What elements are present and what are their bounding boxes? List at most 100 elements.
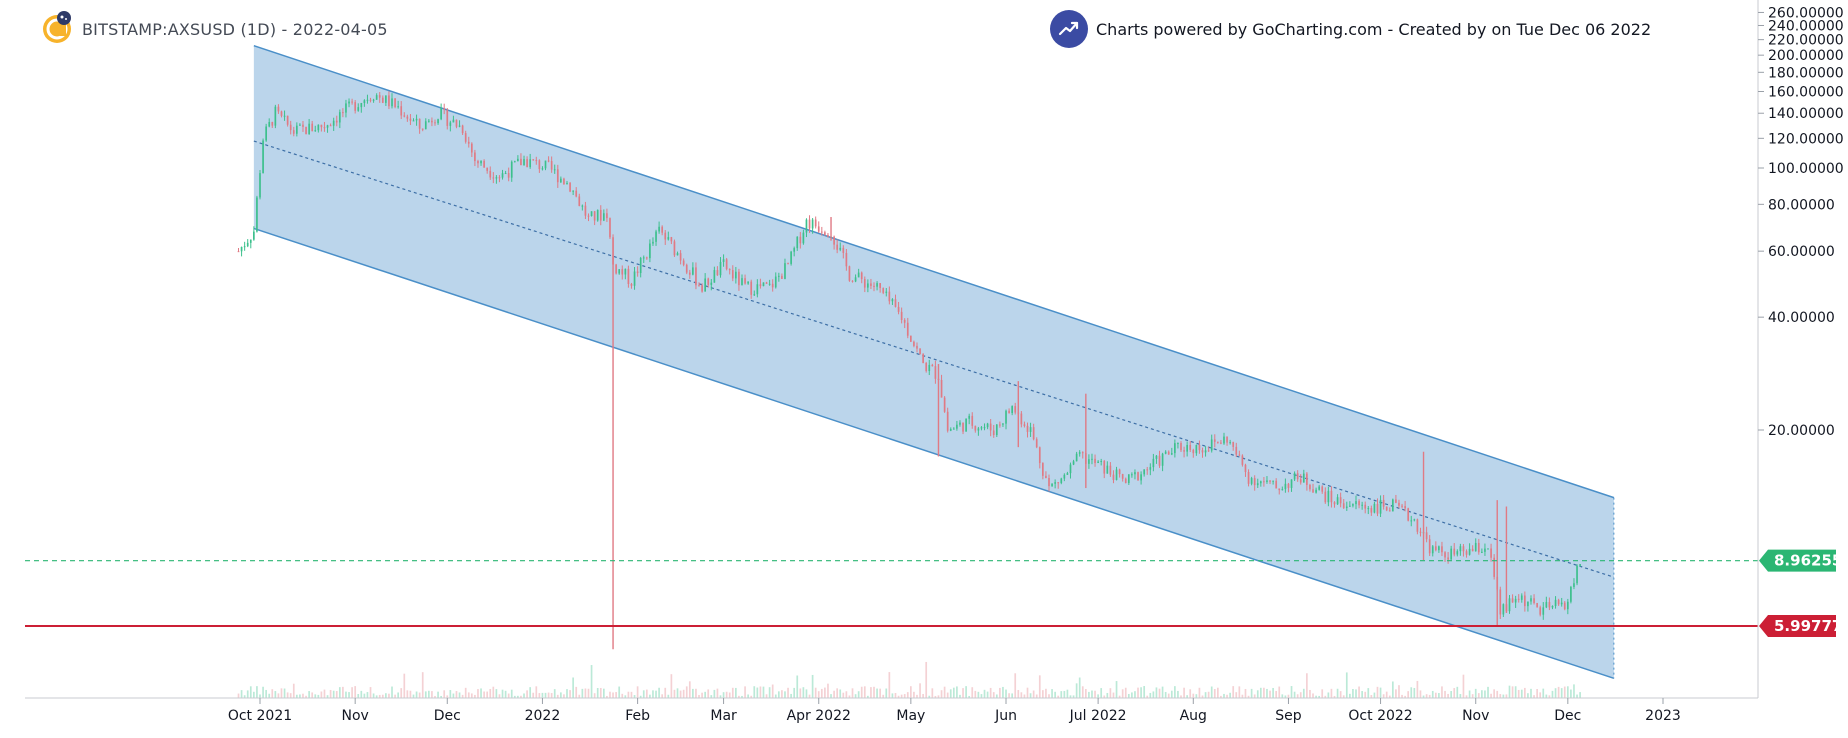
candle-body[interactable] xyxy=(1401,505,1403,507)
candle-body[interactable] xyxy=(369,99,372,101)
candle-body[interactable] xyxy=(1299,479,1302,483)
candle-body[interactable] xyxy=(1229,442,1231,444)
candle-body[interactable] xyxy=(747,281,749,284)
candle-body[interactable] xyxy=(1318,486,1321,490)
candle-body[interactable] xyxy=(839,247,842,250)
candle-body[interactable] xyxy=(1032,427,1035,440)
candle-body[interactable] xyxy=(1002,423,1004,425)
candle-body[interactable] xyxy=(553,169,556,171)
candle-body[interactable] xyxy=(612,237,614,265)
candle-body[interactable] xyxy=(418,118,421,129)
candle-body[interactable] xyxy=(1014,406,1017,413)
candle-body[interactable] xyxy=(1005,410,1007,424)
candle-body[interactable] xyxy=(1127,474,1130,484)
candle-body[interactable] xyxy=(873,285,875,287)
candle-body[interactable] xyxy=(1342,503,1345,508)
candle-body[interactable] xyxy=(707,278,710,285)
candle-body[interactable] xyxy=(541,168,544,170)
candle-body[interactable] xyxy=(1174,443,1176,454)
candle-body[interactable] xyxy=(1385,506,1388,511)
candle-body[interactable] xyxy=(295,125,298,134)
candle-body[interactable] xyxy=(397,106,399,108)
candle-body[interactable] xyxy=(649,243,651,259)
candle-body[interactable] xyxy=(1545,602,1548,608)
candle-body[interactable] xyxy=(262,140,264,174)
candle-body[interactable] xyxy=(762,282,765,287)
candle-body[interactable] xyxy=(1026,425,1029,432)
candle-body[interactable] xyxy=(735,271,737,279)
candle-body[interactable] xyxy=(1481,551,1483,553)
candle-body[interactable] xyxy=(513,161,516,163)
candle-body[interactable] xyxy=(882,288,885,293)
candle-body[interactable] xyxy=(1391,499,1394,512)
candle-body[interactable] xyxy=(1189,444,1192,450)
candle-body[interactable] xyxy=(802,232,805,244)
candle-body[interactable] xyxy=(805,219,808,233)
candle-body[interactable] xyxy=(283,115,286,117)
candle-body[interactable] xyxy=(799,236,802,244)
candle-body[interactable] xyxy=(1296,473,1299,480)
candle-body[interactable] xyxy=(1324,491,1327,503)
candle-body[interactable] xyxy=(428,120,430,122)
candle-body[interactable] xyxy=(1051,483,1053,487)
candle-body[interactable] xyxy=(1551,605,1554,608)
candle-body[interactable] xyxy=(1201,450,1204,453)
candle-body[interactable] xyxy=(722,259,725,262)
candle-body[interactable] xyxy=(464,133,467,142)
candle-body[interactable] xyxy=(311,123,314,132)
candle-body[interactable] xyxy=(1011,406,1013,414)
candle-body[interactable] xyxy=(590,211,593,217)
candle-body[interactable] xyxy=(808,219,811,229)
candle-body[interactable] xyxy=(682,260,685,265)
candle-body[interactable] xyxy=(787,263,789,265)
candle-body[interactable] xyxy=(1167,451,1170,455)
candle-body[interactable] xyxy=(636,271,639,274)
candle-body[interactable] xyxy=(249,239,252,243)
candle-body[interactable] xyxy=(1477,542,1480,553)
candle-body[interactable] xyxy=(243,246,246,248)
candle-body[interactable] xyxy=(256,197,258,232)
candle-body[interactable] xyxy=(1281,489,1284,491)
candle-body[interactable] xyxy=(1554,599,1557,606)
candle-body[interactable] xyxy=(1431,546,1434,554)
candle-body[interactable] xyxy=(1465,551,1468,555)
candle-body[interactable] xyxy=(1293,473,1296,480)
candle-body[interactable] xyxy=(1275,480,1278,489)
candle-body[interactable] xyxy=(906,322,909,336)
candle-body[interactable] xyxy=(728,269,731,271)
candle-body[interactable] xyxy=(867,283,869,288)
candle-body[interactable] xyxy=(1161,453,1164,466)
candle-body[interactable] xyxy=(1066,473,1069,475)
candle-body[interactable] xyxy=(421,128,424,130)
candle-body[interactable] xyxy=(919,348,921,355)
candle-body[interactable] xyxy=(596,209,599,221)
candle-body[interactable] xyxy=(480,160,482,164)
candle-body[interactable] xyxy=(406,116,409,119)
candle-body[interactable] xyxy=(685,264,688,273)
candle-body[interactable] xyxy=(1075,453,1078,462)
candle-body[interactable] xyxy=(1091,458,1093,460)
candle-body[interactable] xyxy=(1198,444,1201,451)
candle-body[interactable] xyxy=(274,106,277,126)
candle-body[interactable] xyxy=(489,170,492,178)
candle-body[interactable] xyxy=(1395,499,1397,503)
candle-body[interactable] xyxy=(326,125,329,128)
candle-body[interactable] xyxy=(1235,446,1238,455)
candle-body[interactable] xyxy=(1404,506,1406,509)
candle-body[interactable] xyxy=(670,237,673,242)
candle-body[interactable] xyxy=(1352,504,1354,506)
candle-body[interactable] xyxy=(305,126,307,135)
candle-body[interactable] xyxy=(652,241,654,244)
candle-body[interactable] xyxy=(1259,481,1262,484)
candle-body[interactable] xyxy=(774,276,777,288)
candle-body[interactable] xyxy=(704,278,706,292)
candle-body[interactable] xyxy=(443,108,446,110)
candle-body[interactable] xyxy=(467,141,470,144)
candle-body[interactable] xyxy=(366,99,369,101)
candle-body[interactable] xyxy=(292,130,295,134)
candle-body[interactable] xyxy=(532,159,535,161)
candle-body[interactable] xyxy=(989,423,992,431)
candle-body[interactable] xyxy=(974,425,977,431)
candle-body[interactable] xyxy=(731,270,734,279)
